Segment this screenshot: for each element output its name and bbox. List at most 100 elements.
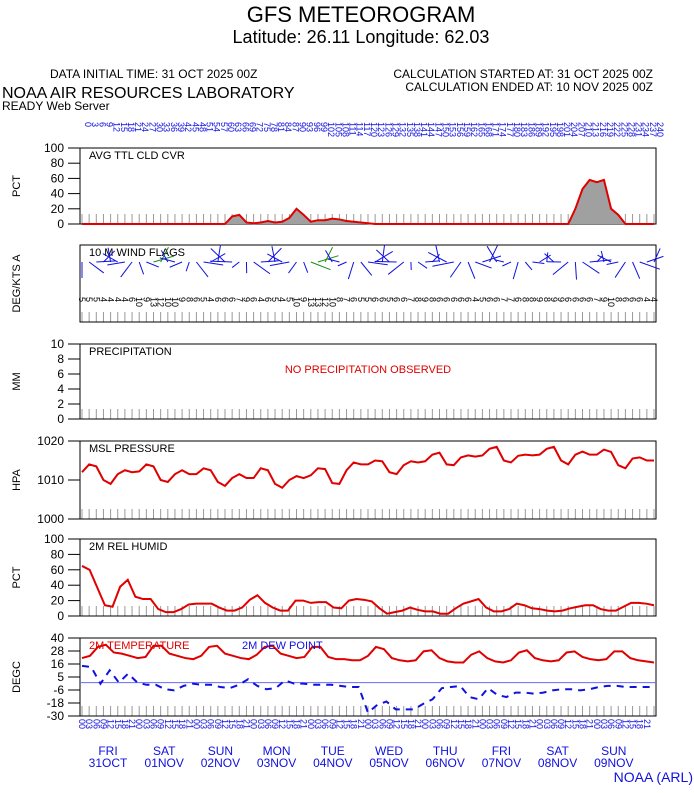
y-tick-label: 60	[51, 171, 65, 185]
wind-barb	[468, 262, 475, 279]
y-tick-label: 28	[51, 644, 65, 658]
wind-barb	[232, 262, 239, 268]
day-date: 05NOV	[369, 756, 408, 770]
y-tick-label: 0	[57, 609, 64, 623]
y-tick-label: 8	[57, 352, 64, 366]
panel-ylabel: MM	[11, 372, 23, 390]
day-date: 04NOV	[313, 756, 352, 770]
panel-title: 2M REL HUMID	[89, 541, 167, 553]
y-tick-label: 100	[44, 141, 64, 155]
forecast-hour-label: 240	[655, 122, 665, 137]
wind-barb	[338, 262, 347, 266]
wind-barb	[272, 246, 275, 262]
wind-barb	[502, 262, 511, 266]
panel-title: MSL PRESSURE	[89, 443, 175, 455]
wind-barb	[640, 262, 660, 269]
y-tick-label: 6	[57, 367, 64, 381]
y-tick-label: -30	[47, 709, 65, 723]
day-date: 08NOV	[538, 756, 577, 770]
panel-ylabel: DEGC	[11, 661, 23, 693]
day-date: 06NOV	[426, 756, 465, 770]
main-title: GFS METEOROGRAM	[247, 2, 476, 27]
y-tick-label: -6	[53, 683, 64, 697]
y-tick-label: 1020	[37, 434, 64, 448]
wind-barb	[304, 262, 308, 273]
coordinates: Latitude: 26.11 Longitude: 62.03	[233, 27, 490, 47]
y-tick-label: 60	[51, 563, 65, 577]
wind-barb	[186, 262, 189, 271]
calculation-started: CALCULATION STARTED AT: 31 OCT 2025 00Z	[393, 67, 653, 81]
panel-title: AVG TTL CLD CVR	[89, 150, 185, 162]
wind-barb	[490, 246, 498, 262]
y-tick-label: 80	[51, 156, 65, 170]
wind-barb	[361, 262, 372, 275]
y-tick-label: 20	[51, 202, 65, 216]
day-date: 02NOV	[201, 756, 240, 770]
panel-ylabel: HPA	[11, 468, 23, 490]
wind-barb	[532, 262, 544, 264]
server-name: READY Web Server	[2, 99, 110, 113]
wind-barb	[254, 262, 270, 274]
data-initial-time: DATA INITIAL TIME: 31 OCT 2025 00Z	[50, 67, 257, 81]
wind-barb	[633, 262, 640, 279]
forecast-hour-labels: 0369121518212427303336394245485154576063…	[83, 122, 665, 137]
wind-barb	[196, 262, 208, 277]
dew-point-legend: 2M DEW POINT	[242, 640, 323, 652]
y-tick-label: 0	[57, 412, 64, 426]
wind-barb	[146, 262, 158, 267]
wind-barb	[607, 262, 619, 264]
no-precip-message: NO PRECIPITATION OBSERVED	[285, 364, 451, 376]
wind-barb	[425, 261, 439, 262]
panel-3: MSL PRESSURE HPA 1020 1010 1000	[11, 434, 656, 526]
day-date: 07NOV	[482, 756, 521, 770]
wind-barb	[375, 261, 397, 262]
wind-barb	[547, 252, 548, 262]
footer-credit: NOAA (ARL)	[614, 769, 693, 785]
wind-barb	[432, 262, 453, 266]
y-tick-label: 16	[51, 657, 65, 671]
wind-barb	[204, 262, 224, 265]
wind-barb	[261, 261, 279, 262]
y-tick-label: 1000	[37, 512, 64, 526]
wind-barb	[121, 262, 132, 277]
y-tick-label: 5	[57, 670, 64, 684]
day-date: 01NOV	[145, 756, 184, 770]
wind-barb	[436, 245, 440, 262]
y-tick-label: 10	[51, 337, 65, 351]
wind-barb	[368, 262, 388, 265]
wind-barb	[348, 262, 353, 279]
wind-barb	[450, 262, 461, 277]
wind-barb	[553, 262, 568, 275]
utc-hour-label: 21	[642, 719, 652, 729]
day-date: 31OCT	[89, 756, 128, 770]
y-tick-label: 80	[51, 547, 65, 561]
wind-barb	[328, 259, 339, 262]
panel-ylabel: PCT	[11, 566, 23, 588]
wind-barb	[170, 262, 182, 267]
wind-barb	[615, 262, 625, 278]
y-tick-label: 4	[57, 382, 64, 396]
wind-barb	[388, 262, 404, 274]
panel-ylabel: PCT	[11, 175, 23, 197]
day-date: 09NOV	[594, 756, 633, 770]
wind-barb	[96, 261, 116, 262]
wind-barb	[107, 262, 125, 265]
wind-barb	[382, 244, 384, 262]
wind-barb	[218, 245, 221, 262]
wind-speed-label: 4	[649, 297, 659, 302]
wind-barb	[210, 261, 232, 262]
wind-barb	[654, 248, 660, 262]
wind-barb	[311, 262, 331, 270]
wind-barb	[89, 262, 104, 273]
y-tick-label: 20	[51, 594, 65, 608]
wind-barb	[540, 255, 551, 262]
y-tick-label: 1010	[37, 473, 64, 487]
y-tick-label: 100	[44, 532, 64, 546]
panel-ylabel: DEG/KTS A	[11, 254, 23, 313]
